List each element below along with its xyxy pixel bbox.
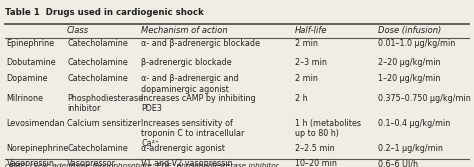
Text: β-adrenergic blockade: β-adrenergic blockade <box>141 58 232 67</box>
Text: Vasopressor: Vasopressor <box>67 159 116 167</box>
Text: 0.01–1.0 μg/kg/min: 0.01–1.0 μg/kg/min <box>378 39 456 48</box>
Text: Epinephrine: Epinephrine <box>7 39 55 48</box>
Text: 2 min: 2 min <box>295 74 318 83</box>
Text: 2–3 min: 2–3 min <box>295 58 327 67</box>
Text: 0.1–0.4 μg/kg/min: 0.1–0.4 μg/kg/min <box>378 119 450 128</box>
Text: Dose (infusion): Dose (infusion) <box>378 26 441 35</box>
Text: Table 1  Drugs used in cardiogenic shock: Table 1 Drugs used in cardiogenic shock <box>5 8 204 17</box>
Text: 2 h: 2 h <box>295 94 307 103</box>
Text: Norepinephrine: Norepinephrine <box>7 144 69 153</box>
Text: Vasopressin: Vasopressin <box>7 159 55 167</box>
Text: Half-life: Half-life <box>295 26 327 35</box>
Text: 2–20 μg/kg/min: 2–20 μg/kg/min <box>378 58 441 67</box>
Text: 0.375–0.750 μg/kg/min: 0.375–0.750 μg/kg/min <box>378 94 471 103</box>
Text: Phosphodiesterase
inhibitor: Phosphodiesterase inhibitor <box>67 94 143 113</box>
Text: Increases sensitivity of
troponin C to intracellular
Ca²⁺: Increases sensitivity of troponin C to i… <box>141 119 245 148</box>
Text: Catecholamine: Catecholamine <box>67 144 128 153</box>
Text: Milrinone: Milrinone <box>7 94 44 103</box>
Text: 1 h (metabolites
up to 80 h): 1 h (metabolites up to 80 h) <box>295 119 361 138</box>
Text: Catecholamine: Catecholamine <box>67 74 128 83</box>
Text: α-adrenergic agonist: α-adrenergic agonist <box>141 144 225 153</box>
Text: 1–20 μg/kg/min: 1–20 μg/kg/min <box>378 74 441 83</box>
Text: α- and β-adrenergic blockade: α- and β-adrenergic blockade <box>141 39 260 48</box>
Text: Catecholamine: Catecholamine <box>67 58 128 67</box>
Text: Increases cAMP by inhibiting
PDE3: Increases cAMP by inhibiting PDE3 <box>141 94 256 113</box>
Text: Dopamine: Dopamine <box>7 74 48 83</box>
Text: Levosimendan: Levosimendan <box>7 119 65 128</box>
Text: 2 min: 2 min <box>295 39 318 48</box>
Text: 10–20 min: 10–20 min <box>295 159 337 167</box>
Text: 2–2.5 min: 2–2.5 min <box>295 144 334 153</box>
Text: Calcium sensitizer: Calcium sensitizer <box>67 119 141 128</box>
Text: Dobutamine: Dobutamine <box>7 58 56 67</box>
Text: cAMP: cyclic adenosine monophosphate; PDE: phosphodiesterase inhibitor.: cAMP: cyclic adenosine monophosphate; PD… <box>5 163 280 167</box>
Text: Class: Class <box>67 26 89 35</box>
Text: Catecholamine: Catecholamine <box>67 39 128 48</box>
Text: 0.6–6 UI/h: 0.6–6 UI/h <box>378 159 418 167</box>
Text: Mechanism of action: Mechanism of action <box>141 26 228 35</box>
Text: α- and β-adrenergic and
dopaminergic agonist: α- and β-adrenergic and dopaminergic ago… <box>141 74 239 94</box>
Text: V1 and V2 vasopressin
receptor agonist: V1 and V2 vasopressin receptor agonist <box>141 159 233 167</box>
Text: 0.2–1 μg/kg/min: 0.2–1 μg/kg/min <box>378 144 443 153</box>
